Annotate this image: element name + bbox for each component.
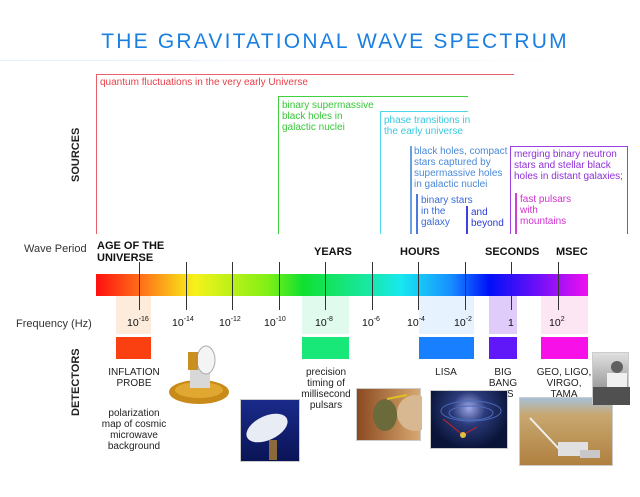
source-bracket-merging	[510, 146, 628, 234]
source-label-emri: black holes, compact stars captured by s…	[414, 146, 508, 190]
tick-1	[511, 262, 512, 310]
radio-telescope-image	[240, 399, 300, 462]
detector-block-ground	[541, 337, 588, 359]
source-line-beyond	[466, 206, 468, 234]
sources-axis-label: SOURCES	[70, 127, 82, 182]
freq-1e-2: 10-2	[454, 316, 472, 329]
detectors-axis-label: DETECTORS	[70, 348, 82, 416]
freq-exp: 2	[560, 316, 565, 323]
freq-base: 10	[549, 317, 561, 329]
lisa-spacetime-image	[430, 390, 508, 449]
freq-1e-10: 10-10	[264, 316, 286, 329]
freq-1e2: 102	[549, 316, 565, 329]
source-label-phase: phase transitions in the early universe	[384, 115, 471, 137]
source-label-pulsars: fast pulsars with mountains	[520, 194, 572, 227]
detector-block-pulsar-timing	[302, 337, 349, 359]
source-bracket-smbh	[278, 96, 468, 234]
freq-base: 1	[508, 317, 514, 329]
tick-1e2	[558, 262, 559, 310]
freq-1e-12: 10-12	[219, 316, 241, 329]
freq-base: 10	[454, 317, 466, 329]
freq-1e-8: 10-8	[315, 316, 333, 329]
tick-1e-6	[372, 262, 373, 310]
freq-1e-4: 10-4	[407, 316, 425, 329]
freq-exp: -10	[275, 316, 286, 323]
spectrum-color-bar	[96, 274, 588, 296]
freq-base: 10	[407, 317, 419, 329]
source-label-merging: merging binary neutron stars and stellar…	[514, 149, 623, 182]
source-line-binary-stars	[416, 194, 418, 234]
freq-exp: -14	[183, 316, 194, 323]
freq-exp: -12	[230, 316, 241, 323]
tick-1e-10	[279, 262, 280, 310]
observatory-icon	[529, 417, 600, 458]
source-label-beyond: and beyond	[471, 207, 504, 229]
freq-base: 10	[362, 317, 374, 329]
source-bracket-phase	[380, 111, 468, 234]
wave-period-label: Wave Period	[24, 243, 87, 255]
detector-label-lisa: LISA	[435, 367, 457, 378]
scientist-icon	[593, 361, 630, 405]
source-line-emri	[410, 146, 412, 234]
diagram-title: THE GRAVITATIONAL WAVE SPECTRUM	[101, 30, 569, 53]
detector-description-inflation: polarization map of cosmic microwave bac…	[101, 408, 167, 452]
tick-1e-4	[418, 262, 419, 310]
freq-1e-6: 10-6	[362, 316, 380, 329]
cassini-spacecraft-image	[356, 388, 433, 441]
band-bbo	[489, 296, 517, 334]
period-msec: MSEC	[556, 246, 588, 258]
freq-base: 10	[172, 317, 184, 329]
detector-label-pulsar-timing: precision timing of millisecond pulsars	[301, 367, 351, 411]
ligo-observatory-image	[519, 397, 613, 466]
spacetime-icon	[440, 400, 502, 438]
spacecraft-probe-image	[166, 344, 232, 408]
source-label-quantum: quantum fluctuations in the very early U…	[100, 77, 308, 88]
period-years: YEARS	[314, 246, 352, 258]
tick-1e-2	[465, 262, 466, 310]
tick-1e-16	[139, 262, 140, 310]
detector-label-ground: GEO, LIGO, VIRGO, TAMA	[536, 367, 592, 400]
detector-block-inflation	[116, 337, 151, 359]
source-line-pulsars	[515, 193, 517, 234]
freq-base: 10	[219, 317, 231, 329]
band-ground	[541, 296, 588, 334]
title-divider	[0, 60, 640, 61]
detector-block-bbo	[489, 337, 517, 359]
source-bracket-quantum	[96, 74, 514, 234]
source-label-smbh: binary supermassive black holes in galac…	[282, 100, 374, 133]
cassini-icon	[373, 394, 433, 431]
probe-icon	[169, 345, 229, 404]
period-hours: HOURS	[400, 246, 440, 258]
source-label-binary-stars: binary stars in the galaxy	[421, 195, 473, 228]
band-lisa	[419, 296, 474, 334]
band-inflation	[116, 296, 151, 334]
freq-1e-16: 10-16	[127, 316, 149, 329]
tick-1e-8	[325, 262, 326, 310]
freq-exp: -2	[465, 316, 472, 323]
tick-1e-12	[232, 262, 233, 310]
freq-1e-14: 10-14	[172, 316, 194, 329]
freq-exp: -16	[138, 316, 149, 323]
period-seconds: SECONDS	[485, 246, 540, 258]
dish-icon	[246, 413, 288, 460]
freq-base: 10	[127, 317, 139, 329]
freq-base: 10	[315, 317, 327, 329]
detector-label-inflation: INFLATION PROBE	[108, 367, 160, 389]
freq-exp: -6	[373, 316, 380, 323]
freq-1: 1	[508, 316, 514, 329]
period-age-of-universe: AGE OF THE UNIVERSE	[97, 240, 165, 264]
frequency-label: Frequency (Hz)	[16, 318, 92, 330]
freq-exp: -4	[418, 316, 425, 323]
tick-1e-14	[186, 262, 187, 310]
scientist-photo-image	[592, 352, 630, 405]
freq-base: 10	[264, 317, 276, 329]
detector-block-lisa	[419, 337, 474, 359]
freq-exp: -8	[326, 316, 333, 323]
